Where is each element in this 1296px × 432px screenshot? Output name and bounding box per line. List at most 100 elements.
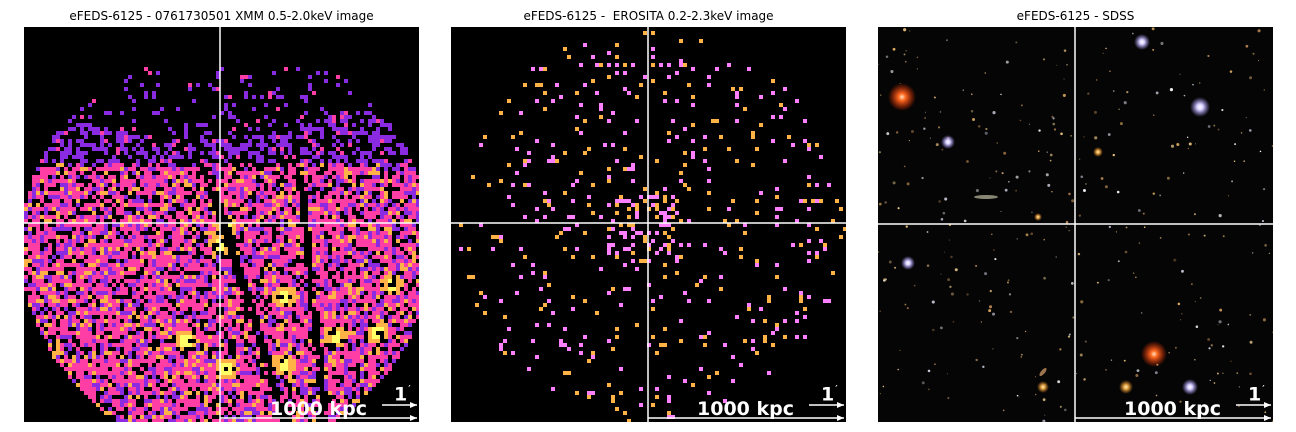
erosita-event xyxy=(659,295,663,299)
xmm-pixel xyxy=(68,251,72,255)
xmm-pixel xyxy=(68,179,72,183)
xmm-pixel xyxy=(116,403,120,407)
erosita-event xyxy=(795,99,799,103)
xmm-pixel xyxy=(108,307,112,311)
xmm-pixel xyxy=(100,343,104,347)
xmm-pixel xyxy=(340,279,344,283)
xmm-pixel xyxy=(136,315,140,319)
xmm-pixel xyxy=(316,231,320,235)
xmm-pixel xyxy=(388,151,392,155)
xmm-pixel xyxy=(168,259,172,263)
xmm-pixel xyxy=(136,335,140,339)
xmm-pixel xyxy=(200,403,204,407)
xmm-pixel xyxy=(180,155,184,159)
xmm-pixel xyxy=(336,139,340,143)
xmm-pixel xyxy=(272,199,276,203)
xmm-pixel xyxy=(128,299,132,303)
xmm-pixel xyxy=(360,319,364,323)
xmm-pixel xyxy=(236,359,240,363)
xmm-pixel xyxy=(404,243,408,247)
xmm-pixel xyxy=(328,303,332,307)
xmm-pixel xyxy=(96,127,100,131)
xmm-pixel xyxy=(276,343,280,347)
xmm-pixel xyxy=(44,239,48,243)
xmm-pixel xyxy=(416,291,419,295)
xmm-pixel xyxy=(168,187,172,191)
xmm-pixel xyxy=(304,283,308,287)
xmm-pixel xyxy=(64,315,68,319)
xmm-pixel xyxy=(44,151,48,155)
xmm-pixel xyxy=(204,327,208,331)
xmm-pixel xyxy=(232,231,236,235)
xmm-pixel xyxy=(132,231,136,235)
xmm-pixel xyxy=(348,311,352,315)
xmm-pixel xyxy=(384,211,388,215)
xmm-pixel xyxy=(288,335,292,339)
xmm-pixel xyxy=(364,259,368,263)
xmm-pixel xyxy=(212,147,216,151)
xmm-pixel xyxy=(228,315,232,319)
xmm-pixel xyxy=(204,303,208,307)
xmm-pixel xyxy=(92,255,96,259)
xmm-pixel xyxy=(224,327,228,331)
xmm-pixel xyxy=(176,107,180,111)
xmm-pixel xyxy=(164,347,168,351)
xmm-pixel xyxy=(268,319,272,323)
xmm-pixel-map xyxy=(24,67,419,422)
xmm-pixel xyxy=(364,215,368,219)
xmm-pixel xyxy=(416,175,419,179)
xmm-pixel xyxy=(344,315,348,319)
xmm-pixel xyxy=(360,183,364,187)
xmm-pixel xyxy=(320,175,324,179)
xmm-pixel xyxy=(24,207,28,211)
xmm-pixel xyxy=(336,371,340,375)
xmm-pixel xyxy=(336,251,340,255)
xmm-pixel xyxy=(160,343,164,347)
xmm-pixel xyxy=(144,295,148,299)
xmm-pixel xyxy=(360,267,364,271)
xmm-pixel xyxy=(300,235,304,239)
erosita-event xyxy=(531,67,535,71)
xmm-pixel xyxy=(320,251,324,255)
xmm-pixel xyxy=(192,227,196,231)
xmm-pixel xyxy=(88,271,92,275)
xmm-pixel xyxy=(220,367,224,371)
xmm-pixel xyxy=(52,139,56,143)
xmm-pixel xyxy=(188,243,192,247)
xmm-pixel xyxy=(192,203,196,207)
xmm-pixel xyxy=(88,167,92,171)
xmm-pixel xyxy=(192,247,196,251)
xmm-pixel xyxy=(92,171,96,175)
xmm-pixel xyxy=(272,347,276,351)
xmm-pixel xyxy=(208,219,212,223)
xmm-pixel xyxy=(56,267,60,271)
xmm-pixel xyxy=(292,223,296,227)
xmm-pixel xyxy=(360,335,364,339)
xmm-pixel xyxy=(276,335,280,339)
xmm-pixel xyxy=(352,231,356,235)
xmm-pixel xyxy=(332,267,336,271)
xmm-pixel xyxy=(260,175,264,179)
xmm-pixel xyxy=(196,263,200,267)
xmm-pixel xyxy=(180,311,184,315)
xmm-pixel xyxy=(104,263,108,267)
xmm-pixel xyxy=(348,315,352,319)
xmm-pixel xyxy=(176,331,180,335)
xmm-pixel xyxy=(264,407,268,411)
xmm-pixel xyxy=(296,307,300,311)
xmm-pixel xyxy=(288,351,292,355)
xmm-pixel xyxy=(276,279,280,283)
xmm-pixel xyxy=(104,371,108,375)
xmm-pixel xyxy=(292,251,296,255)
xmm-pixel xyxy=(388,123,392,127)
xmm-pixel xyxy=(88,187,92,191)
xmm-pixel xyxy=(228,259,232,263)
xmm-pixel xyxy=(372,371,376,375)
xmm-pixel xyxy=(44,335,48,339)
xmm-pixel xyxy=(72,359,76,363)
erosita-event xyxy=(611,243,615,247)
xmm-pixel xyxy=(296,263,300,267)
xmm-pixel xyxy=(248,207,252,211)
xmm-pixel xyxy=(120,375,124,379)
xmm-pixel xyxy=(68,315,72,319)
